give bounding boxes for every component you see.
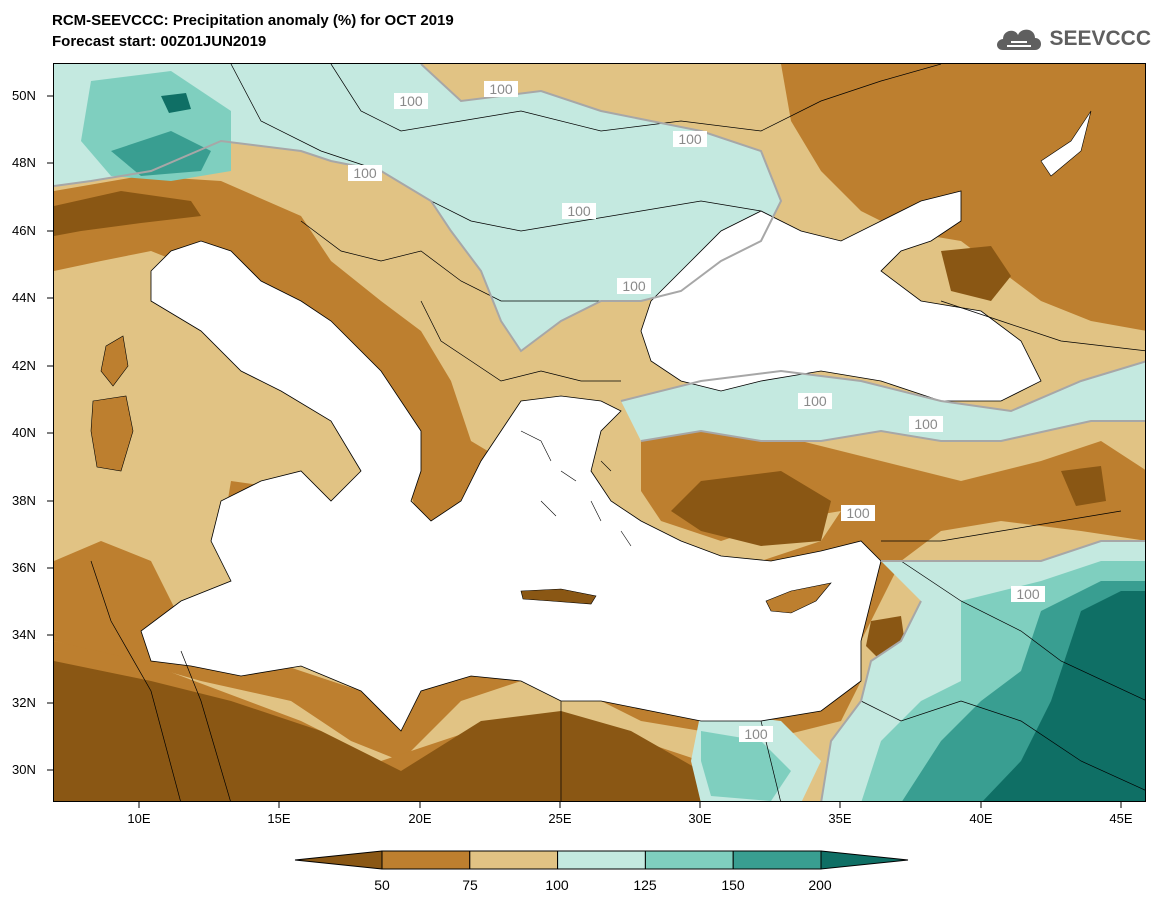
lat-tick-label: 40N [12, 425, 36, 440]
map-panel: 100 100 100 100 100 100 100 100 100 100 … [53, 63, 1146, 802]
caspian-edge [1040, 110, 1092, 177]
contour-label: 100 [803, 393, 827, 409]
colorbar-segment [820, 850, 909, 870]
contour-label: 100 [399, 93, 423, 109]
contour-label: 100 [846, 505, 870, 521]
lat-tick-label: 30N [12, 762, 36, 777]
colorbar-label: 75 [462, 877, 478, 893]
colorbar-segment [644, 850, 734, 870]
map-title: RCM-SEEVCCC: Precipitation anomaly (%) f… [52, 12, 454, 29]
contour-label: 100 [567, 203, 591, 219]
field-below-50 [1061, 466, 1106, 506]
forecast-start-label: Forecast start: 00Z01JUN2019 [52, 33, 267, 50]
country-borders [90, 64, 1145, 801]
colorbar-label: 50 [374, 877, 390, 893]
lat-tick-label: 32N [12, 695, 36, 710]
colorbar-segment [469, 850, 559, 870]
sea-mask [140, 240, 882, 732]
field-above-200 [161, 93, 191, 113]
contour-label-group: 100 100 100 100 100 100 100 100 100 100 … [348, 81, 1045, 742]
anomaly-map: 100 100 100 100 100 100 100 100 100 100 … [54, 64, 1145, 801]
contour-label: 100 [489, 81, 513, 97]
lat-tick-label: 50N [12, 88, 36, 103]
lon-tick-label: 15E [267, 811, 291, 826]
lon-tick-label: 30E [688, 811, 712, 826]
lat-tick-label: 48N [12, 155, 36, 170]
colorbar-label: 200 [808, 877, 832, 893]
colorbar-segment [732, 850, 822, 870]
corsica-island [100, 335, 129, 387]
aegean-islands [520, 430, 632, 547]
contour-label: 100 [353, 165, 377, 181]
seevccc-logo: SEEVCCC [993, 22, 1151, 56]
colorbar-label: 100 [545, 877, 569, 893]
lat-tick-label: 34N [12, 627, 36, 642]
contour-100 [620, 360, 1145, 442]
lon-tick-label: 25E [548, 811, 572, 826]
contour-label: 100 [678, 131, 702, 147]
colorbar-segment [381, 850, 471, 870]
lon-tick-label: 35E [828, 811, 852, 826]
sardinia-island [90, 395, 134, 472]
logo-text: SEEVCCC [1049, 27, 1151, 50]
lat-tick-label: 42N [12, 358, 36, 373]
contour-100 [820, 540, 1145, 801]
field-150-200 [111, 131, 211, 176]
colorbar-label: 125 [633, 877, 657, 893]
black-sea-mask [640, 190, 1042, 402]
lon-tick-label: 20E [408, 811, 432, 826]
contour-label: 100 [622, 278, 646, 294]
field-below-50 [941, 246, 1011, 301]
lat-tick-label: 36N [12, 560, 36, 575]
colorbar-label: 150 [721, 877, 745, 893]
contour-label: 100 [914, 416, 938, 432]
lat-tick-label: 44N [12, 290, 36, 305]
field-50-75 [781, 64, 1145, 331]
lon-tick-label: 10E [127, 811, 151, 826]
field-above-200 [982, 591, 1145, 801]
crete-island [520, 588, 597, 605]
lat-tick-label: 38N [12, 493, 36, 508]
lon-tick-label: 40E [969, 811, 993, 826]
cyprus-island [765, 582, 832, 614]
field-below-50 [54, 191, 201, 236]
field-100-125 [54, 64, 781, 351]
colorbar-segment [557, 850, 646, 870]
field-below-50 [671, 471, 831, 546]
contour-label: 100 [744, 726, 768, 742]
field-below-50 [54, 661, 758, 801]
cloud-icon [997, 29, 1042, 50]
colorbar-segment [294, 850, 383, 870]
lon-tick-label: 45E [1109, 811, 1133, 826]
lat-tick-label: 46N [12, 223, 36, 238]
field-125-150 [701, 731, 791, 801]
contour-label: 100 [1016, 586, 1040, 602]
